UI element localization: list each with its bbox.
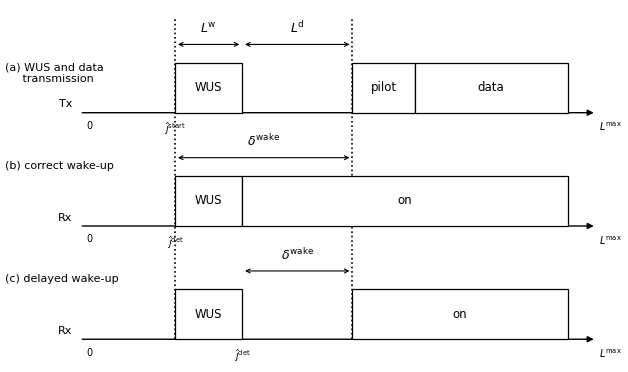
Text: $\hat{\jmath}^{\rm det}$: $\hat{\jmath}^{\rm det}$: [234, 347, 251, 364]
Text: 0: 0: [86, 234, 92, 244]
Text: on: on: [398, 195, 413, 208]
Text: $L^{\rm max}$: $L^{\rm max}$: [599, 121, 622, 134]
Bar: [175, 176, 242, 226]
Text: $\delta^{\rm wake}$: $\delta^{\rm wake}$: [247, 134, 280, 149]
Text: $\delta^{\rm wake}$: $\delta^{\rm wake}$: [281, 247, 314, 263]
Text: (a) WUS and data
     transmission: (a) WUS and data transmission: [5, 63, 104, 84]
Text: pilot: pilot: [371, 81, 396, 94]
Text: on: on: [453, 308, 467, 321]
Bar: [242, 176, 568, 226]
Bar: [175, 63, 242, 113]
Text: WUS: WUS: [195, 195, 222, 208]
Text: (c) delayed wake-up: (c) delayed wake-up: [5, 274, 119, 284]
Text: 0: 0: [86, 347, 92, 357]
Text: $L^{\rm max}$: $L^{\rm max}$: [599, 347, 622, 360]
Bar: [352, 289, 568, 339]
Text: $L^{\rm w}$: $L^{\rm w}$: [200, 22, 217, 36]
Bar: [414, 63, 568, 113]
Text: $L^{\rm max}$: $L^{\rm max}$: [599, 234, 622, 247]
Text: $\hat{\jmath}^{\rm det}$: $\hat{\jmath}^{\rm det}$: [166, 234, 183, 250]
Text: (b) correct wake-up: (b) correct wake-up: [5, 161, 114, 171]
Text: Rx: Rx: [58, 213, 72, 223]
Text: Tx: Tx: [59, 99, 72, 109]
Bar: [352, 63, 414, 113]
Bar: [175, 289, 242, 339]
Text: $L^{\rm d}$: $L^{\rm d}$: [290, 20, 305, 36]
Text: WUS: WUS: [195, 308, 222, 321]
Text: WUS: WUS: [195, 81, 222, 94]
Text: 0: 0: [86, 121, 92, 131]
Text: $\hat{\jmath}^{\rm start}$: $\hat{\jmath}^{\rm start}$: [165, 121, 186, 137]
Text: Rx: Rx: [58, 326, 72, 336]
Text: data: data: [478, 81, 504, 94]
